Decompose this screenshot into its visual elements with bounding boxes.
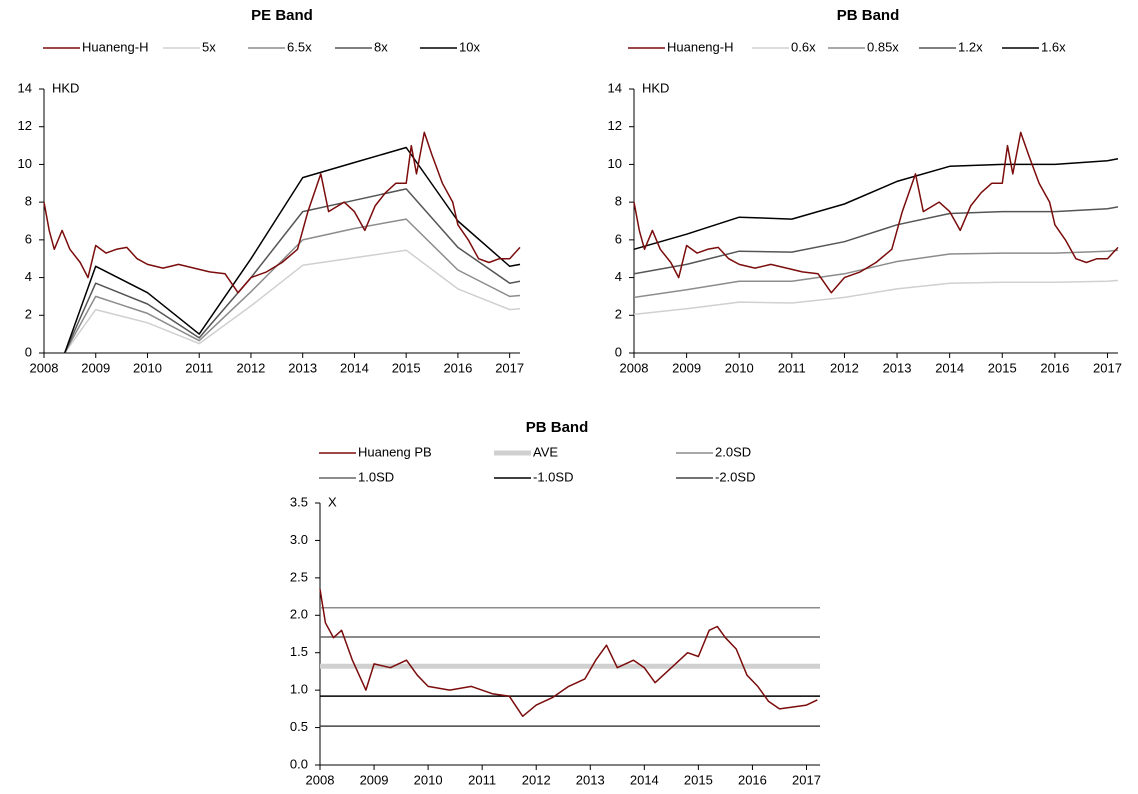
x-tick-label: 2010	[133, 360, 162, 375]
x-tick-label: 2014	[935, 360, 964, 375]
x-tick-label: 2012	[522, 772, 551, 787]
y-tick-label: 12	[18, 118, 32, 133]
y-tick-label: 10	[18, 156, 32, 171]
y-tick-label: 14	[18, 80, 32, 95]
series-line	[633, 131, 1119, 294]
y-tick-label: 0.5	[290, 719, 308, 734]
legend-label: -1.0SD	[533, 469, 573, 484]
x-tick-label: 2014	[340, 360, 369, 375]
x-tick-label: 2009	[360, 772, 389, 787]
x-tick-label: 2011	[778, 360, 806, 375]
legend-label: Huaneng PB	[358, 444, 432, 459]
y-tick-label: 14	[608, 80, 622, 95]
legend-label: Huaneng-H	[667, 39, 734, 54]
y-tick-label: 8	[615, 194, 622, 209]
x-tick-label: 2015	[392, 360, 421, 375]
series-line	[64, 249, 521, 354]
x-tick-label: 2010	[414, 772, 443, 787]
x-tick-label: 2009	[81, 360, 110, 375]
x-tick-label: 2012	[236, 360, 265, 375]
x-tick-label: 2017	[1093, 360, 1122, 375]
legend-label: 0.85x	[867, 39, 899, 54]
x-tick-label: 2015	[684, 772, 713, 787]
x-tick-label: 2016	[1040, 360, 1069, 375]
y-tick-label: 4	[615, 269, 622, 284]
series-line	[63, 146, 521, 354]
x-tick-label: 2008	[30, 360, 59, 375]
y-tick-label: 2.5	[290, 569, 308, 584]
legend-label: 0.6x	[791, 39, 816, 54]
legend-label: 6.5x	[287, 39, 312, 54]
y-tick-label: 0	[615, 344, 622, 359]
x-tick-label: 2013	[883, 360, 912, 375]
x-tick-label: 2009	[672, 360, 701, 375]
legend-label: 1.6x	[1041, 39, 1066, 54]
y-tick-label: 3.5	[290, 494, 308, 509]
x-tick-label: 2011	[185, 360, 213, 375]
y-tick-label: 3.0	[290, 532, 308, 547]
unit-label: X	[328, 494, 337, 509]
y-tick-label: 1.0	[290, 682, 308, 697]
x-tick-label: 2017	[495, 360, 524, 375]
unit-label: HKD	[52, 80, 79, 95]
chart-title: PB Band	[837, 7, 900, 24]
series-line	[64, 218, 521, 354]
y-tick-label: 2	[615, 307, 622, 322]
series-line	[43, 131, 521, 294]
x-tick-label: 2016	[738, 772, 767, 787]
chart-title: PB Band	[526, 419, 589, 436]
series-line	[633, 249, 1119, 299]
series-line	[319, 588, 818, 718]
y-tick-label: 12	[608, 118, 622, 133]
legend-label: Huaneng-H	[82, 39, 149, 54]
legend-label: 1.2x	[958, 39, 983, 54]
series-line	[64, 188, 521, 354]
y-tick-label: 0.0	[290, 756, 308, 771]
legend-label: 2.0SD	[715, 444, 751, 459]
y-tick-label: 8	[25, 194, 32, 209]
y-tick-label: 2.0	[290, 607, 308, 622]
x-tick-label: 2012	[830, 360, 859, 375]
legend-label: AVE	[533, 444, 558, 459]
x-tick-label: 2008	[306, 772, 335, 787]
chart-title: PE Band	[251, 7, 313, 24]
x-tick-label: 2013	[288, 360, 317, 375]
x-tick-label: 2015	[988, 360, 1017, 375]
x-tick-label: 2011	[468, 772, 496, 787]
x-tick-label: 2010	[725, 360, 754, 375]
y-tick-label: 6	[615, 231, 622, 246]
legend-label: 5x	[202, 39, 216, 54]
series-line	[633, 279, 1119, 316]
legend-label: 10x	[459, 39, 480, 54]
x-tick-label: 2017	[792, 772, 821, 787]
x-tick-label: 2016	[443, 360, 472, 375]
x-tick-label: 2014	[630, 772, 659, 787]
y-tick-label: 1.5	[290, 644, 308, 659]
y-tick-label: 4	[25, 269, 32, 284]
legend-label: -2.0SD	[715, 469, 755, 484]
y-tick-label: 6	[25, 231, 32, 246]
y-tick-label: 10	[608, 156, 622, 171]
legend-label: 1.0SD	[358, 469, 394, 484]
unit-label: HKD	[642, 80, 669, 95]
legend-label: 8x	[374, 39, 388, 54]
y-tick-label: 2	[25, 307, 32, 322]
y-tick-label: 0	[25, 344, 32, 359]
series-line	[633, 158, 1119, 251]
series-line	[633, 206, 1119, 275]
x-tick-label: 2008	[620, 360, 649, 375]
x-tick-label: 2013	[576, 772, 605, 787]
